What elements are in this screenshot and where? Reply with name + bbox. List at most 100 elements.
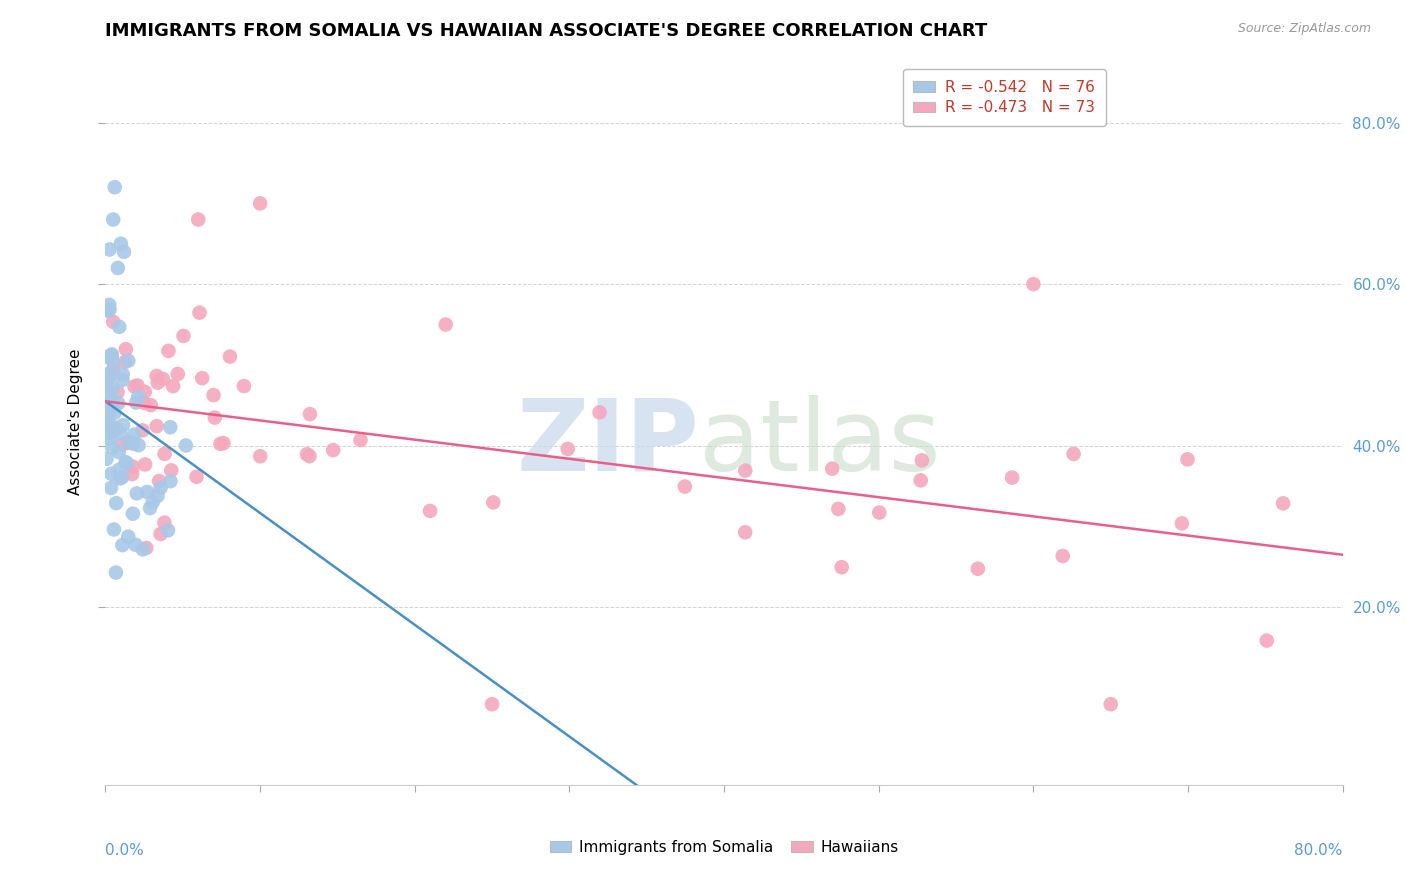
Point	[153, 447, 176, 461]
Point	[145, 369, 167, 384]
Point	[114, 355, 136, 369]
Point	[1052, 549, 1074, 563]
Point	[434, 318, 457, 332]
Point	[966, 562, 988, 576]
Point	[298, 407, 321, 421]
Point	[96, 378, 118, 392]
Point	[96, 415, 118, 429]
Point	[97, 370, 120, 384]
Point	[111, 368, 134, 382]
Point	[104, 180, 127, 194]
Point	[103, 356, 125, 370]
Point	[118, 434, 141, 449]
Point	[125, 395, 148, 409]
Point	[482, 495, 505, 509]
Point	[111, 418, 134, 433]
Point	[124, 538, 146, 552]
Point	[107, 260, 129, 275]
Point	[202, 388, 225, 402]
Point	[146, 376, 169, 390]
Point	[103, 422, 124, 436]
Point	[125, 486, 148, 500]
Point	[831, 560, 853, 574]
Point	[97, 303, 120, 318]
Point	[111, 437, 134, 451]
Point	[96, 384, 118, 398]
Point	[98, 243, 121, 257]
Legend: Immigrants from Somalia, Hawaiians: Immigrants from Somalia, Hawaiians	[544, 834, 904, 861]
Point	[117, 436, 139, 450]
Point	[139, 398, 162, 412]
Point	[117, 530, 139, 544]
Point	[146, 489, 169, 503]
Text: Source: ZipAtlas.com: Source: ZipAtlas.com	[1237, 22, 1371, 36]
Point	[911, 453, 934, 467]
Point	[153, 516, 176, 530]
Point	[1177, 452, 1199, 467]
Point	[107, 385, 129, 400]
Point	[204, 410, 226, 425]
Point	[127, 378, 149, 392]
Text: IMMIGRANTS FROM SOMALIA VS HAWAIIAN ASSOCIATE'S DEGREE CORRELATION CHART: IMMIGRANTS FROM SOMALIA VS HAWAIIAN ASSO…	[105, 22, 987, 40]
Point	[910, 474, 932, 488]
Point	[298, 449, 321, 463]
Point	[159, 420, 181, 434]
Text: atlas: atlas	[699, 395, 941, 491]
Point	[149, 481, 172, 495]
Point	[101, 381, 124, 395]
Point	[209, 437, 232, 451]
Point	[110, 236, 132, 251]
Point	[104, 566, 127, 580]
Point	[134, 396, 156, 410]
Point	[1022, 277, 1045, 292]
Point	[105, 422, 128, 436]
Point	[122, 507, 145, 521]
Point	[139, 501, 162, 516]
Point	[132, 542, 155, 557]
Point	[149, 527, 172, 541]
Point	[96, 417, 118, 432]
Point	[249, 196, 271, 211]
Point	[121, 467, 143, 481]
Point	[98, 426, 121, 441]
Point	[1001, 470, 1024, 484]
Point	[98, 302, 121, 317]
Point	[186, 470, 208, 484]
Point	[98, 298, 121, 312]
Point	[111, 538, 134, 552]
Point	[101, 441, 124, 455]
Point	[108, 445, 131, 459]
Point	[111, 373, 134, 387]
Point	[1171, 516, 1194, 531]
Point	[868, 506, 890, 520]
Point	[101, 400, 124, 414]
Point	[96, 388, 118, 402]
Point	[212, 436, 235, 450]
Point	[97, 401, 120, 415]
Point	[191, 371, 214, 385]
Point	[124, 379, 146, 393]
Point	[97, 407, 120, 421]
Point	[103, 362, 124, 376]
Point	[112, 244, 135, 259]
Point	[101, 419, 124, 434]
Point	[108, 471, 131, 485]
Point	[173, 329, 195, 343]
Point	[734, 464, 756, 478]
Point	[100, 467, 122, 481]
Point	[97, 370, 120, 384]
Point	[481, 697, 503, 711]
Point	[219, 350, 242, 364]
Point	[101, 347, 124, 361]
Point	[187, 212, 209, 227]
Point	[1272, 496, 1295, 510]
Point	[734, 525, 756, 540]
Point	[105, 496, 128, 510]
Point	[103, 315, 124, 329]
Point	[103, 523, 125, 537]
Point	[157, 343, 180, 358]
Point	[136, 484, 159, 499]
Point	[135, 541, 157, 555]
Point	[107, 396, 129, 410]
Point	[322, 443, 344, 458]
